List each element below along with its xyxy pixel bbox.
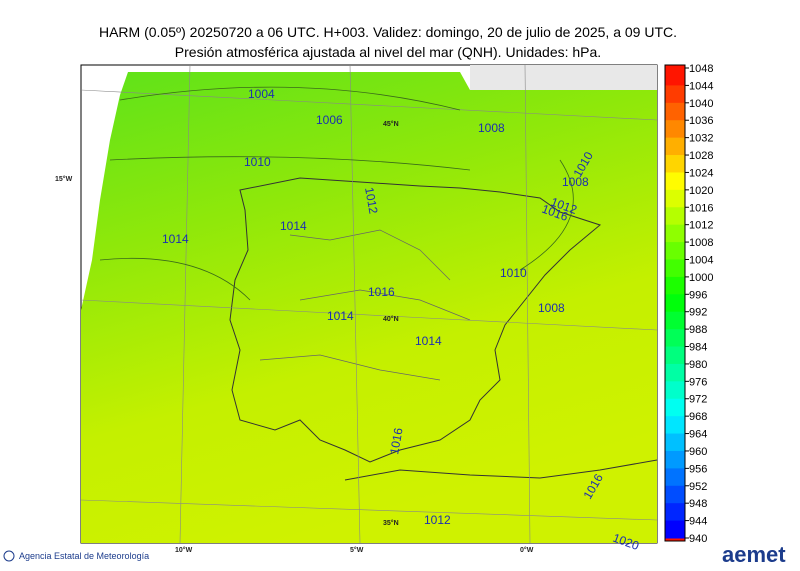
colorbar-label: 940	[689, 533, 707, 545]
colorbar-label: 996	[689, 289, 707, 301]
isobar-label: 1014	[280, 219, 307, 233]
colorbar-label: 964	[689, 429, 707, 441]
isobar-label: 1010	[244, 155, 271, 169]
colorbar-label: 1012	[689, 220, 713, 232]
colorbar-segment	[665, 485, 685, 504]
graticule-label: 45°N	[383, 120, 399, 128]
graticule-label: 0°W	[520, 546, 534, 554]
isobars	[99, 86, 574, 301]
colorbar-label: 992	[689, 307, 707, 319]
graticule-label: 40°N	[383, 315, 399, 323]
footer: Agencia Estatal de Meteorología aemet	[3, 542, 786, 567]
isobar-label: 1012	[362, 186, 380, 215]
graticule	[80, 64, 658, 544]
colorbar-label: 1040	[689, 98, 713, 110]
colorbar-segment	[665, 294, 685, 313]
isobar-label: 1014	[327, 309, 354, 323]
graticule-label: 15°W	[55, 175, 73, 183]
logo-icon	[3, 550, 15, 562]
colorbar-segment	[665, 398, 685, 417]
colorbar-label: 1020	[689, 185, 713, 197]
colorbar-segment	[665, 259, 685, 278]
colorbar-segment	[665, 102, 685, 121]
subtitle: Presión atmosférica ajustada al nivel de…	[175, 44, 601, 60]
iberia-coast	[229, 177, 602, 463]
colorbar-label: 1008	[689, 237, 713, 249]
title: HARM (0.05º) 20250720 a 06 UTC. H+003. V…	[99, 24, 677, 40]
colorbar-segment	[665, 120, 685, 139]
isobar-label: 1016	[368, 285, 395, 299]
isobar-label: 1014	[415, 334, 442, 348]
colorbar-segment	[665, 311, 685, 330]
colorbar-segment	[665, 503, 685, 522]
isobar-label: 1008	[562, 175, 589, 189]
colorbar-label: 952	[689, 481, 707, 493]
map	[80, 64, 658, 544]
colorbar-label: 1024	[689, 167, 713, 179]
graticule-label: 35°N	[383, 519, 399, 527]
colorbar-segment	[665, 242, 685, 260]
isobar-label: 1006	[316, 113, 343, 127]
colorbar-segment	[665, 137, 685, 156]
colorbar-segment	[665, 416, 685, 435]
graticule-label: 10°W	[175, 546, 193, 554]
pressure-field	[81, 72, 657, 543]
colorbar-label: 1016	[689, 202, 713, 214]
borders	[259, 229, 471, 381]
colorbar-segment	[665, 224, 685, 243]
colorbar-segment	[665, 450, 685, 469]
colorbar-segment	[665, 276, 685, 295]
graticule-label: 5°W	[350, 546, 364, 554]
colorbar-label: 980	[689, 359, 707, 371]
colorbar-border	[664, 64, 686, 542]
isobar-label: 1016	[387, 426, 405, 455]
isobar-label: 1010	[500, 266, 527, 280]
colorbar-segment	[665, 381, 685, 400]
colorbar-segment	[665, 433, 685, 452]
colorbar-segment	[665, 155, 685, 173]
colorbar-label: 1036	[689, 115, 713, 127]
colorbar-label: 1048	[689, 63, 713, 75]
colorbar-label: 976	[689, 376, 707, 388]
isobar-label: 1014	[162, 232, 189, 246]
colorbar-segment	[665, 520, 685, 539]
colorbar-label: 956	[689, 463, 707, 475]
colorbar-segment	[665, 346, 685, 365]
isobar-label: 1012	[424, 513, 451, 527]
colorbar-segment	[665, 68, 685, 86]
colorbar-label: 968	[689, 411, 707, 423]
colorbar-segment	[665, 207, 685, 226]
colorbar-label: 1028	[689, 150, 713, 162]
isobar-label: 1004	[248, 87, 275, 101]
colorbar-label: 988	[689, 324, 707, 336]
colorbar-segment	[665, 329, 685, 348]
colorbar-label: 1032	[689, 133, 713, 145]
colorbar-label: 948	[689, 498, 707, 510]
isobar-label: 1008	[538, 301, 565, 315]
colorbar-label: 972	[689, 394, 707, 406]
colorbar-label: 1044	[689, 80, 713, 92]
colorbar-segment	[665, 85, 685, 104]
colorbar-label: 1000	[689, 272, 713, 284]
isobar-label: 1008	[478, 121, 505, 135]
africa-coast	[344, 459, 658, 481]
colorbar-segment	[665, 172, 685, 191]
outside-domain	[470, 65, 657, 90]
colorbar-segment	[665, 363, 685, 382]
colorbar-label: 1004	[689, 254, 713, 266]
agency-name: Agencia Estatal de Meteorología	[19, 551, 149, 561]
logo-text: aemet	[722, 542, 786, 566]
colorbar-label: 960	[689, 446, 707, 458]
colorbar-segment	[665, 189, 685, 208]
colorbar-label: 944	[689, 516, 707, 528]
colorbar-label: 984	[689, 342, 707, 354]
colorbar-segment	[665, 468, 685, 487]
